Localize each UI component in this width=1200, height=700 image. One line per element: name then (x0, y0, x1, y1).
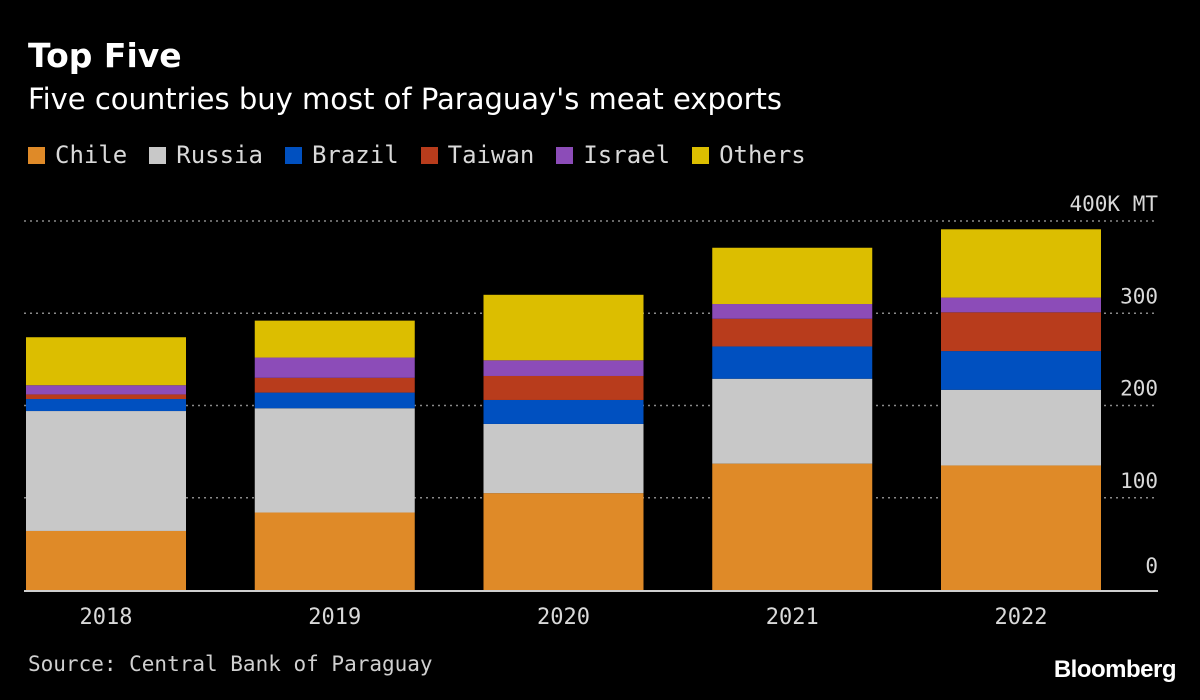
bar-segment-israel-2019 (254, 357, 415, 378)
bar-segment-russia-2021 (712, 378, 873, 464)
legend-item-taiwan: Taiwan (420, 141, 535, 169)
x-tick-label: 2018 (80, 605, 133, 630)
bar-segment-russia-2019 (254, 408, 415, 513)
legend-label: Israel (583, 141, 671, 169)
legend-label: Russia (176, 141, 263, 169)
legend-swatch (420, 146, 438, 164)
x-tick-label: 2021 (766, 605, 819, 630)
bar-segment-russia-2022 (941, 389, 1101, 466)
bar-segment-others-2021 (712, 247, 873, 305)
bar-segment-taiwan-2020 (483, 375, 644, 400)
bar-segment-brazil-2021 (712, 346, 873, 379)
bar-segment-israel-2018 (26, 385, 186, 395)
y-tick-label: 300 (1120, 284, 1158, 308)
legend-swatch (284, 146, 302, 164)
bar-segment-israel-2022 (941, 297, 1101, 313)
bar-segment-chile-2018 (26, 530, 186, 590)
source-note: Source: Central Bank of Paraguay (28, 652, 433, 676)
bar-segment-taiwan-2019 (254, 377, 415, 393)
legend-item-brazil: Brazil (284, 141, 399, 169)
legend-swatch (28, 146, 45, 164)
legend-swatch (149, 146, 167, 164)
x-tick-label: 2022 (995, 605, 1048, 630)
y-tick-label: 0 (1145, 554, 1158, 578)
bar-segment-brazil-2018 (26, 399, 186, 412)
chart-title: Top Five (28, 36, 182, 75)
bar-segment-brazil-2022 (941, 351, 1101, 390)
bar-segment-brazil-2019 (254, 392, 415, 409)
legend-label: Others (719, 141, 806, 169)
bar-segment-taiwan-2021 (712, 318, 873, 347)
y-tick-label: 200 (1120, 377, 1158, 401)
bar-segment-brazil-2020 (483, 399, 644, 424)
bar-segment-chile-2021 (712, 463, 873, 590)
x-tick-label: 2019 (308, 605, 361, 630)
chart-legend: Chile Russia Brazil Taiwan Israel Others (28, 140, 828, 170)
x-tick-label: 2020 (537, 605, 590, 630)
bar-segment-taiwan-2022 (941, 312, 1101, 352)
bar-segment-russia-2018 (26, 411, 186, 531)
bar-segment-others-2022 (941, 229, 1101, 298)
bar-segment-chile-2019 (254, 512, 415, 590)
y-tick-label: 100 (1120, 469, 1158, 493)
bloomberg-logo: Bloomberg (1053, 656, 1177, 683)
bar-segment-taiwan-2018 (26, 394, 186, 400)
legend-item-others: Others (692, 141, 806, 169)
legend-label: Taiwan (447, 141, 535, 169)
legend-swatch (556, 146, 574, 164)
bar-segment-chile-2020 (483, 493, 644, 590)
bar-segment-others-2020 (483, 294, 644, 361)
bar-segment-others-2019 (254, 320, 415, 358)
y-tick-label: 400K MT (1069, 192, 1158, 216)
bar-segment-others-2018 (26, 337, 186, 386)
bar-segment-israel-2020 (483, 360, 644, 376)
legend-label: Brazil (311, 141, 399, 169)
legend-item-israel: Israel (556, 141, 670, 169)
legend-swatch (692, 146, 710, 164)
legend-label: Chile (55, 141, 128, 169)
bar-segment-chile-2022 (941, 465, 1101, 590)
chart-subtitle: Five countries buy most of Paraguay's me… (28, 82, 783, 116)
legend-item-chile: Chile (28, 141, 127, 169)
bar-segment-israel-2021 (712, 304, 873, 319)
bar-segment-russia-2020 (483, 423, 644, 494)
legend-item-russia: Russia (149, 141, 263, 169)
